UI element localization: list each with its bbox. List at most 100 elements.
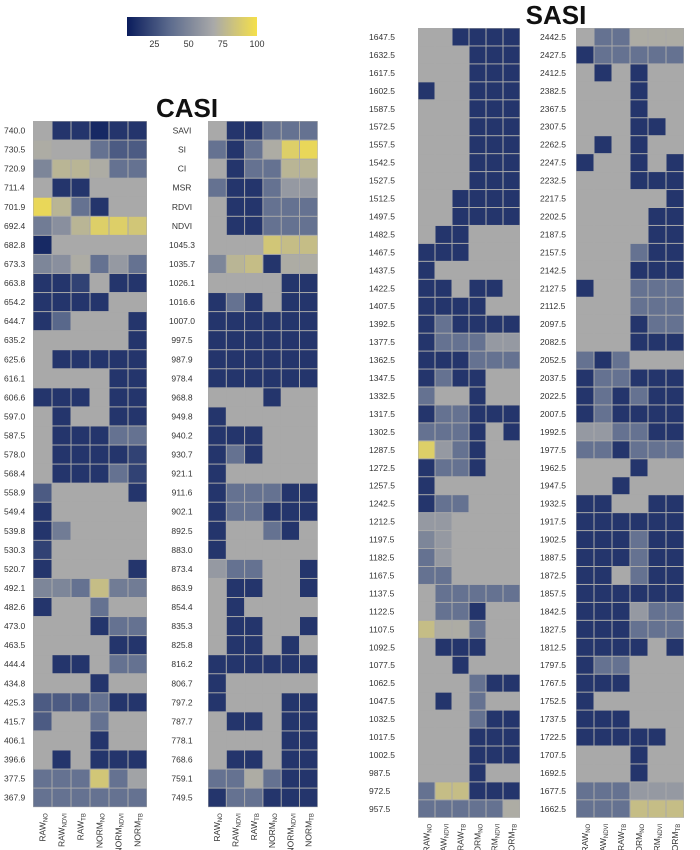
heatmap-cell: [300, 178, 318, 197]
heatmap-cell: [52, 617, 71, 636]
heatmap-cell: [648, 764, 666, 782]
row-tick-label: 1587.5: [369, 104, 395, 114]
row-tick-label: 406.1: [4, 735, 26, 745]
heatmap-cell: [648, 208, 666, 225]
heatmap-cell: [52, 121, 71, 140]
column-label-sub: TB: [622, 824, 628, 832]
column-tick-label: RAWNO: [422, 823, 434, 850]
column-tick-label: NORMNDVI: [285, 813, 297, 850]
heatmap-cell: [208, 598, 226, 617]
heatmap-cell: [71, 731, 90, 750]
heatmap-cell: [300, 750, 318, 769]
heatmap-cell: [435, 100, 452, 118]
heatmap-cell: [666, 243, 684, 261]
heatmap-cell: [435, 190, 452, 207]
heatmap-cell: [128, 178, 147, 197]
heatmap-cell: [612, 477, 630, 495]
heatmap-cell: [486, 333, 503, 351]
heatmap-cell: [71, 712, 90, 731]
heatmap-cell: [486, 136, 503, 154]
heatmap-cell: [435, 638, 452, 656]
heatmap-cell: [648, 584, 666, 602]
row-tick-label: 940.2: [171, 430, 193, 440]
heatmap-cell: [33, 159, 52, 178]
row-tick-label: 1647.5: [369, 32, 395, 42]
heatmap-cell: [503, 208, 520, 225]
heatmap-cell: [594, 782, 612, 800]
heatmap-cell: [33, 617, 52, 636]
heatmap-cell: [52, 655, 71, 674]
heatmap-cell: [226, 159, 245, 178]
column-label-main: NORM: [267, 822, 277, 848]
heatmap-cell: [503, 584, 520, 602]
heatmap-cell: [109, 788, 128, 807]
heatmap-cell: [245, 483, 263, 502]
heatmap-cell: [666, 333, 684, 351]
heatmap-cell: [612, 764, 630, 782]
heatmap-cell: [300, 655, 318, 674]
heatmap-cell: [666, 315, 684, 333]
heatmap-cell: [208, 483, 226, 502]
heatmap-cell: [452, 387, 469, 405]
heatmap-cell: [469, 549, 486, 566]
heatmap-cell: [630, 243, 648, 261]
row-tick-label: 2427.5: [540, 50, 566, 60]
heatmap-cell: [90, 254, 109, 273]
heatmap-cell: [263, 636, 281, 655]
heatmap-cell: [90, 293, 109, 312]
heatmap-cell: [263, 388, 281, 407]
heatmap-cell: [71, 235, 90, 254]
heatmap-cell: [503, 441, 520, 459]
heatmap-cell: [576, 459, 594, 477]
heatmap-cell: [300, 216, 318, 235]
heatmap-cell: [594, 136, 612, 154]
heatmap-cell: [245, 350, 263, 369]
row-tick-label: 1257.5: [369, 481, 395, 491]
heatmap-panel-casi-left: 740.0 730.5 720.9 711.4 701.9 692.4 682.8 673.3…: [4, 121, 147, 850]
heatmap-cell: [648, 800, 666, 818]
row-tick-label: 863.9: [171, 583, 193, 593]
heatmap-panel-sasi-right: 2442.5 2427.5 2412.5 2382.5 2367.5 2307.5 2262…: [540, 28, 684, 850]
row-tick-label: 692.4: [4, 221, 26, 231]
heatmap-cell: [648, 423, 666, 441]
heatmap-cell: [418, 656, 435, 674]
heatmap-cell: [418, 602, 435, 620]
heatmap-cell: [208, 121, 226, 140]
heatmap-cell: [452, 656, 469, 674]
heatmap-cell: [245, 502, 263, 521]
heatmap-cell: [452, 297, 469, 315]
heatmap-cell: [71, 598, 90, 617]
heatmap-cell: [576, 100, 594, 118]
heatmap-cell: [71, 483, 90, 502]
heatmap-cell: [109, 598, 128, 617]
heatmap-cell: [263, 464, 281, 483]
heatmap-cell: [418, 405, 435, 423]
heatmap-cell: [630, 584, 648, 602]
heatmap-cell: [226, 407, 245, 426]
column-tick-label: NORMTB: [133, 813, 145, 847]
heatmap-cell: [71, 750, 90, 769]
heatmap-cell: [33, 178, 52, 197]
heatmap-cell: [648, 351, 666, 369]
row-tick-label: 434.8: [4, 678, 26, 688]
row-tick-label: 2412.5: [540, 68, 566, 78]
heatmap-cell: [33, 712, 52, 731]
heatmap-cell: [52, 731, 71, 750]
heatmap-cell: [71, 674, 90, 693]
heatmap-cell: [33, 674, 52, 693]
heatmap-cell: [418, 172, 435, 190]
heatmap-cell: [263, 731, 281, 750]
heatmap-cell: [263, 578, 281, 597]
heatmap-cell: [452, 495, 469, 513]
column-label-sub: NDVI: [445, 823, 451, 838]
heatmap-cell: [469, 46, 486, 64]
heatmap-cell: [486, 243, 503, 261]
heatmap-cell: [666, 369, 684, 387]
heatmap-cell: [300, 731, 318, 750]
row-tick-label: 1842.5: [540, 606, 566, 616]
heatmap-cell: [486, 225, 503, 243]
heatmap-cell: [263, 235, 281, 254]
heatmap-cell: [486, 46, 503, 64]
heatmap-cell: [109, 483, 128, 502]
heatmap-cell: [245, 731, 263, 750]
